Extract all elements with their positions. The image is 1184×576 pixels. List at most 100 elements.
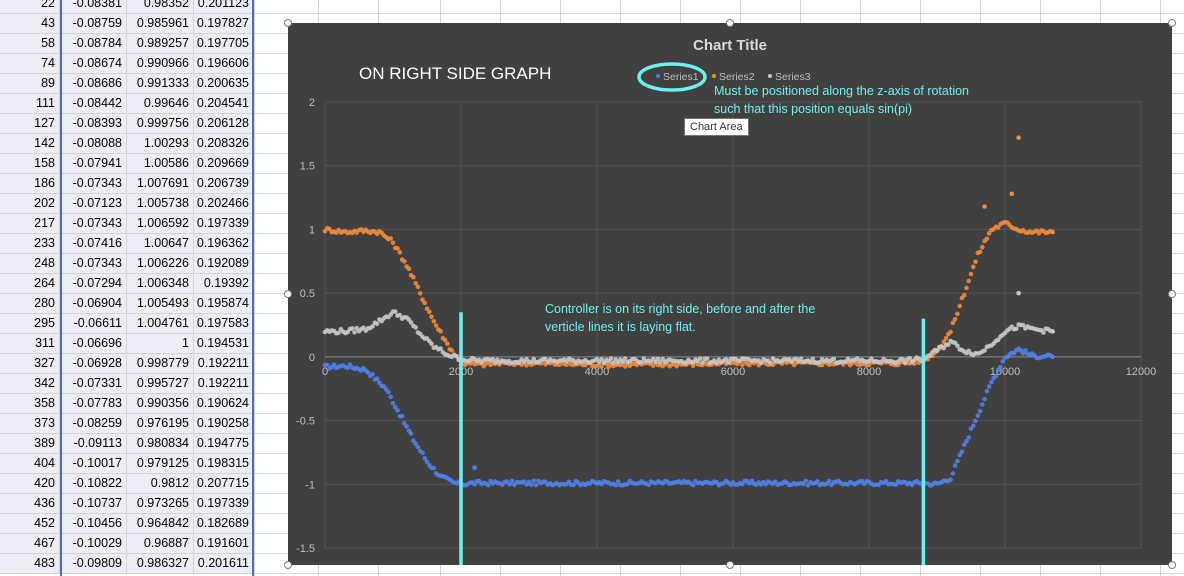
table-cell[interactable]: 1 — [127, 334, 194, 354]
table-cell[interactable]: 0.964842 — [127, 514, 194, 534]
table-cell[interactable]: 0.999756 — [127, 114, 194, 134]
table-cell[interactable]: 1.00293 — [127, 134, 194, 154]
table-cell[interactable]: 0.991333 — [127, 74, 194, 94]
table-cell[interactable]: 0.197339 — [194, 214, 254, 234]
table-cell[interactable]: 404 — [0, 454, 60, 474]
table-cell[interactable]: 0.192211 — [194, 354, 254, 374]
table-cell[interactable]: 0.201611 — [194, 554, 254, 574]
table-cell[interactable]: 0.191601 — [194, 534, 254, 554]
table-cell[interactable]: 327 — [0, 354, 60, 374]
table-cell[interactable]: -0.07331 — [60, 374, 127, 394]
table-cell[interactable]: 1.006348 — [127, 274, 194, 294]
table-cell[interactable]: 420 — [0, 474, 60, 494]
table-cell[interactable]: 142 — [0, 134, 60, 154]
table-cell[interactable]: -0.07783 — [60, 394, 127, 414]
table-cell[interactable]: 0.9812 — [127, 474, 194, 494]
table-cell[interactable]: 0.192211 — [194, 374, 254, 394]
table-cell[interactable]: 0.192089 — [194, 254, 254, 274]
table-cell[interactable]: 0.182689 — [194, 514, 254, 534]
table-cell[interactable]: -0.10737 — [60, 494, 127, 514]
table-cell[interactable]: -0.08393 — [60, 114, 127, 134]
table-cell[interactable]: -0.07294 — [60, 274, 127, 294]
table-cell[interactable]: -0.07941 — [60, 154, 127, 174]
table-cell[interactable]: -0.07416 — [60, 234, 127, 254]
table-cell[interactable]: 1.004761 — [127, 314, 194, 334]
chart-area[interactable]: -1.5-1-0.500.511.52020004000600080001000… — [288, 23, 1172, 565]
table-cell[interactable]: -0.08088 — [60, 134, 127, 154]
table-cell[interactable]: -0.07343 — [60, 214, 127, 234]
table-cell[interactable]: -0.07343 — [60, 174, 127, 194]
table-cell[interactable]: 0.190624 — [194, 394, 254, 414]
table-cell[interactable]: 233 — [0, 234, 60, 254]
table-cell[interactable]: 0.209669 — [194, 154, 254, 174]
table-cell[interactable]: 0.200635 — [194, 74, 254, 94]
resize-handle-middle-right[interactable] — [1168, 290, 1176, 298]
table-cell[interactable]: 1.005738 — [127, 194, 194, 214]
table-cell[interactable]: 127 — [0, 114, 60, 134]
table-cell[interactable]: 0.973265 — [127, 494, 194, 514]
table-cell[interactable]: 0.198315 — [194, 454, 254, 474]
table-cell[interactable]: 1.00647 — [127, 234, 194, 254]
table-cell[interactable]: 0.976195 — [127, 414, 194, 434]
table-cell[interactable]: 1.00586 — [127, 154, 194, 174]
table-cell[interactable]: 217 — [0, 214, 60, 234]
table-cell[interactable]: 0.995727 — [127, 374, 194, 394]
table-cell[interactable]: 342 — [0, 374, 60, 394]
table-cell[interactable]: 358 — [0, 394, 60, 414]
table-cell[interactable]: 0.190258 — [194, 414, 254, 434]
table-cell[interactable]: -0.08442 — [60, 94, 127, 114]
table-cell[interactable]: 0.197705 — [194, 34, 254, 54]
table-cell[interactable]: 0.197827 — [194, 14, 254, 34]
table-cell[interactable]: -0.06928 — [60, 354, 127, 374]
table-cell[interactable]: 0.208326 — [194, 134, 254, 154]
table-cell[interactable]: 483 — [0, 554, 60, 574]
table-cell[interactable]: 0.207715 — [194, 474, 254, 494]
table-cell[interactable]: 311 — [0, 334, 60, 354]
table-cell[interactable]: -0.08686 — [60, 74, 127, 94]
table-cell[interactable]: 74 — [0, 54, 60, 74]
table-cell[interactable]: 158 — [0, 154, 60, 174]
table-cell[interactable]: -0.08381 — [60, 0, 127, 14]
table-cell[interactable]: 43 — [0, 14, 60, 34]
table-cell[interactable]: 0.196362 — [194, 234, 254, 254]
table-cell[interactable]: 389 — [0, 434, 60, 454]
table-cell[interactable]: 0.980834 — [127, 434, 194, 454]
table-cell[interactable]: 111 — [0, 94, 60, 114]
table-cell[interactable]: 0.979125 — [127, 454, 194, 474]
table-cell[interactable]: 0.99646 — [127, 94, 194, 114]
table-cell[interactable]: 0.195874 — [194, 294, 254, 314]
table-cell[interactable]: -0.07123 — [60, 194, 127, 214]
table-cell[interactable]: -0.10456 — [60, 514, 127, 534]
table-cell[interactable]: -0.06904 — [60, 294, 127, 314]
table-cell[interactable]: 22 — [0, 0, 60, 14]
table-cell[interactable]: 436 — [0, 494, 60, 514]
table-cell[interactable]: -0.07343 — [60, 254, 127, 274]
resize-handle-bottom-left[interactable] — [284, 561, 292, 569]
resize-handle-bottom-center[interactable] — [726, 561, 734, 569]
table-cell[interactable]: 0.197583 — [194, 314, 254, 334]
table-cell[interactable]: 0.196606 — [194, 54, 254, 74]
table-cell[interactable]: 264 — [0, 274, 60, 294]
table-cell[interactable]: 0.998779 — [127, 354, 194, 374]
table-cell[interactable]: 1.007691 — [127, 174, 194, 194]
table-cell[interactable]: -0.08759 — [60, 14, 127, 34]
table-cell[interactable]: 1.006226 — [127, 254, 194, 274]
table-cell[interactable]: 186 — [0, 174, 60, 194]
table-cell[interactable]: 467 — [0, 534, 60, 554]
table-cell[interactable]: -0.08259 — [60, 414, 127, 434]
table-cell[interactable]: 0.194531 — [194, 334, 254, 354]
table-cell[interactable]: 373 — [0, 414, 60, 434]
table-cell[interactable]: 0.204541 — [194, 94, 254, 114]
table-cell[interactable]: -0.06611 — [60, 314, 127, 334]
table-cell[interactable]: 0.990966 — [127, 54, 194, 74]
table-cell[interactable]: 0.201123 — [194, 0, 254, 14]
table-cell[interactable]: 89 — [0, 74, 60, 94]
table-cell[interactable]: 58 — [0, 34, 60, 54]
table-cell[interactable]: 1.006592 — [127, 214, 194, 234]
table-cell[interactable]: 0.206739 — [194, 174, 254, 194]
table-cell[interactable]: 1.005493 — [127, 294, 194, 314]
table-cell[interactable]: 0.990356 — [127, 394, 194, 414]
table-cell[interactable]: 202 — [0, 194, 60, 214]
table-cell[interactable]: -0.08674 — [60, 54, 127, 74]
